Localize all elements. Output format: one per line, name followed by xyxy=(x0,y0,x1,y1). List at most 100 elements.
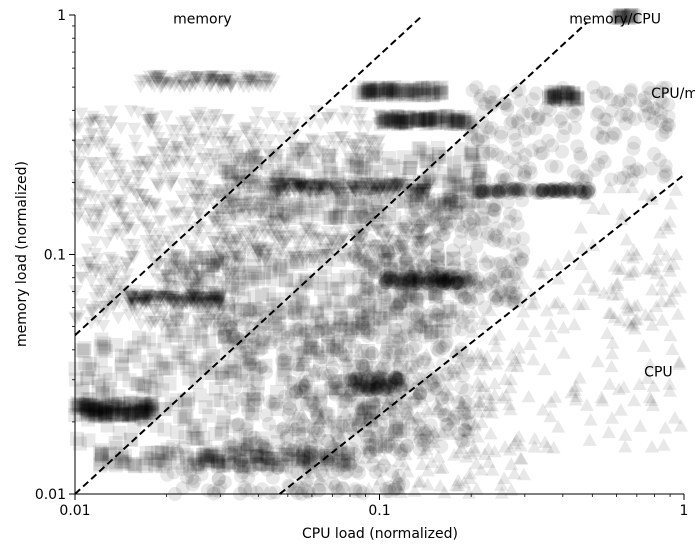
data-point xyxy=(399,115,414,130)
data-point xyxy=(232,174,247,187)
data-point xyxy=(627,393,642,407)
data-point xyxy=(245,73,260,86)
data-point xyxy=(110,205,125,219)
data-point xyxy=(230,184,245,197)
data-point xyxy=(192,388,207,403)
data-point xyxy=(188,179,203,193)
data-point xyxy=(150,296,165,309)
data-point xyxy=(253,76,268,89)
data-point xyxy=(191,296,206,310)
x-tick-label: 0.1 xyxy=(368,503,390,519)
data-point xyxy=(170,207,185,220)
data-point xyxy=(262,148,276,162)
data-point xyxy=(202,295,217,309)
data-point xyxy=(399,88,414,103)
data-point xyxy=(212,246,227,259)
data-point xyxy=(515,193,529,208)
data-point xyxy=(168,296,183,309)
data-point xyxy=(95,120,110,133)
data-point xyxy=(184,292,199,305)
data-point xyxy=(173,295,188,310)
data-point xyxy=(110,264,125,278)
data-point xyxy=(150,179,165,192)
data-point xyxy=(240,76,255,89)
data-point xyxy=(538,258,552,271)
data-point xyxy=(166,172,181,185)
data-point xyxy=(276,166,291,179)
data-point xyxy=(120,456,135,471)
data-point xyxy=(248,141,263,155)
data-point xyxy=(142,221,157,235)
data-point xyxy=(267,214,282,228)
data-point xyxy=(270,319,284,334)
data-point xyxy=(174,190,189,204)
data-point xyxy=(227,136,242,149)
data-point xyxy=(205,295,220,308)
data-point xyxy=(663,328,678,342)
data-point xyxy=(160,149,174,162)
data-point xyxy=(353,152,368,166)
data-point xyxy=(108,160,123,173)
data-point xyxy=(184,240,199,253)
data-point xyxy=(80,263,95,277)
data-point xyxy=(199,111,214,124)
data-point xyxy=(189,246,204,259)
data-point xyxy=(103,273,118,286)
data-point xyxy=(176,156,191,169)
data-point xyxy=(92,139,107,153)
data-point xyxy=(172,206,187,219)
data-point xyxy=(229,168,244,182)
data-point xyxy=(141,113,156,127)
data-point xyxy=(76,143,91,157)
data-point xyxy=(201,118,216,131)
data-point xyxy=(100,138,115,151)
data-point xyxy=(143,289,158,303)
data-point xyxy=(152,240,167,253)
data-point xyxy=(159,297,174,310)
data-point xyxy=(186,289,201,302)
data-point xyxy=(137,75,152,89)
data-point xyxy=(241,404,256,419)
data-point xyxy=(257,181,272,194)
data-point xyxy=(352,120,367,134)
data-point xyxy=(144,295,159,308)
data-point xyxy=(226,210,241,224)
data-point xyxy=(618,428,633,441)
data-point xyxy=(273,207,288,220)
data-point xyxy=(215,136,230,150)
data-point xyxy=(191,221,206,234)
data-point xyxy=(623,85,638,100)
data-point xyxy=(196,299,211,314)
data-point xyxy=(336,141,351,154)
data-point xyxy=(73,271,88,285)
data-point xyxy=(213,209,228,222)
data-point xyxy=(527,431,542,445)
data-point xyxy=(228,156,243,170)
data-point xyxy=(116,179,131,192)
data-point xyxy=(258,71,273,84)
data-point xyxy=(73,198,88,212)
data-point xyxy=(256,219,271,233)
data-point xyxy=(173,71,188,85)
data-point xyxy=(236,202,251,215)
data-point xyxy=(615,207,630,220)
data-point xyxy=(168,155,183,169)
data-point xyxy=(121,238,135,252)
data-point xyxy=(332,301,347,316)
data-point xyxy=(191,275,206,289)
data-point xyxy=(159,73,173,86)
data-point xyxy=(234,75,249,89)
data-point xyxy=(278,214,293,228)
data-point xyxy=(130,189,144,203)
data-point xyxy=(192,269,207,282)
data-point xyxy=(460,383,475,398)
data-point xyxy=(237,303,252,318)
data-point xyxy=(255,220,270,234)
data-point xyxy=(238,208,253,222)
data-point xyxy=(153,295,168,309)
data-point xyxy=(147,315,162,329)
data-point xyxy=(216,281,231,294)
data-point xyxy=(75,272,90,285)
data-point xyxy=(190,314,205,327)
data-point xyxy=(180,134,194,147)
